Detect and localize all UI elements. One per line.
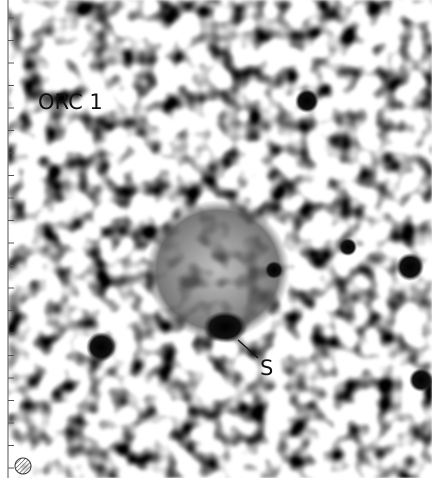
source-label: S bbox=[260, 356, 273, 380]
central-source bbox=[203, 311, 247, 343]
source bbox=[265, 261, 283, 279]
source bbox=[295, 89, 319, 113]
source bbox=[396, 253, 424, 281]
source bbox=[339, 238, 357, 256]
radio-image: ORC 1 S bbox=[0, 0, 432, 478]
frame-ticks bbox=[8, 18, 14, 468]
source bbox=[86, 332, 116, 362]
object-label: ORC 1 bbox=[38, 90, 103, 114]
beam bbox=[15, 458, 31, 474]
source bbox=[409, 368, 432, 392]
page: ORC 1 S (() => { const data = JSON.parse… bbox=[0, 0, 432, 478]
